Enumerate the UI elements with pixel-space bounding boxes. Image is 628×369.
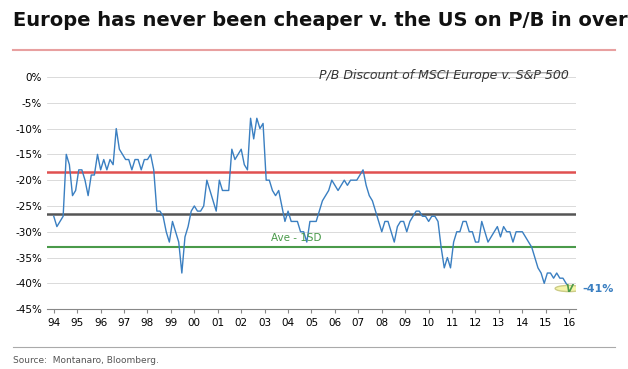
Text: Source:  Montanaro, Bloomberg.: Source: Montanaro, Bloomberg. (13, 356, 158, 365)
Text: Ave - 1SD: Ave - 1SD (271, 233, 322, 243)
Text: -41%: -41% (582, 283, 614, 293)
Text: V: V (565, 283, 573, 293)
Text: Europe has never been cheaper v. the US on P/B in over 20 years: Europe has never been cheaper v. the US … (13, 11, 628, 30)
Text: P/B Discount of MSCI Europe v. S&P 500: P/B Discount of MSCI Europe v. S&P 500 (319, 69, 569, 82)
Circle shape (555, 285, 583, 292)
